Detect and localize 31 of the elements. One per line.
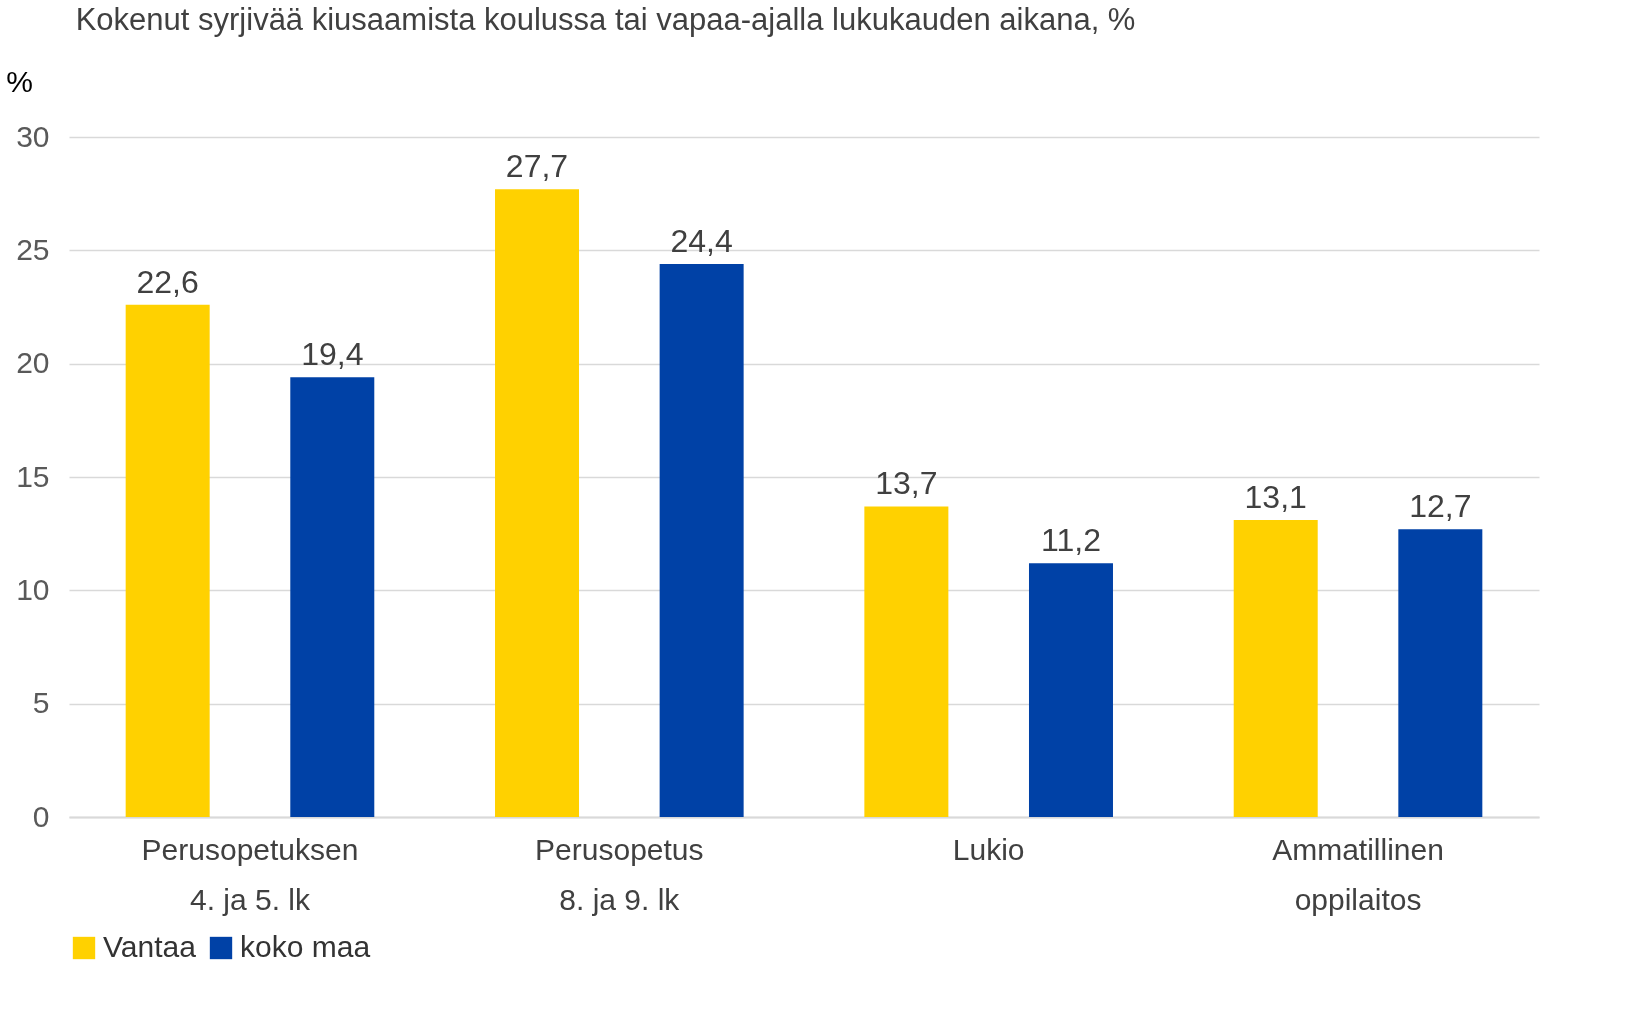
y-tick-label: 10	[16, 572, 50, 606]
x-tick-label: Perusopetuksen 4. ja 5. lk	[141, 832, 359, 916]
x-tick-label: Ammatillinen oppilaitos	[1272, 832, 1444, 916]
data-label: 19,4	[301, 336, 364, 373]
data-label: 12,7	[1409, 488, 1472, 525]
x-tick-label: Lukio	[952, 832, 1025, 866]
x-tick-label: Perusopetus 8. ja 9. lk	[535, 832, 704, 916]
legend-label: Vantaa	[103, 930, 197, 963]
data-label: 13,7	[875, 465, 938, 502]
y-axis-title: %	[6, 64, 33, 98]
data-label: 24,4	[670, 222, 733, 259]
y-tick-label: 20	[16, 346, 50, 380]
bar	[864, 506, 949, 817]
bar	[659, 263, 744, 817]
y-tick-label: 5	[32, 686, 50, 720]
bar	[1398, 529, 1483, 817]
y-tick-label: 0	[32, 799, 50, 833]
y-tick-label: 25	[16, 232, 50, 266]
data-label: 27,7	[505, 148, 569, 185]
data-label: 22,6	[136, 263, 199, 300]
bar	[125, 304, 210, 817]
y-tick-label: 15	[16, 459, 50, 493]
chart-title: Kokenut syrjivää kiusaamista koulussa tai vapaa-ajalla lukukauden aikana, %	[75, 2, 1136, 37]
legend-label: koko maa	[240, 930, 371, 963]
y-tick-label: 30	[16, 119, 50, 153]
bar	[290, 377, 375, 817]
bar	[1028, 563, 1113, 817]
data-label: 11,2	[1041, 522, 1101, 559]
bar	[495, 189, 580, 817]
data-label: 13,1	[1244, 479, 1307, 516]
bar	[1233, 520, 1318, 817]
